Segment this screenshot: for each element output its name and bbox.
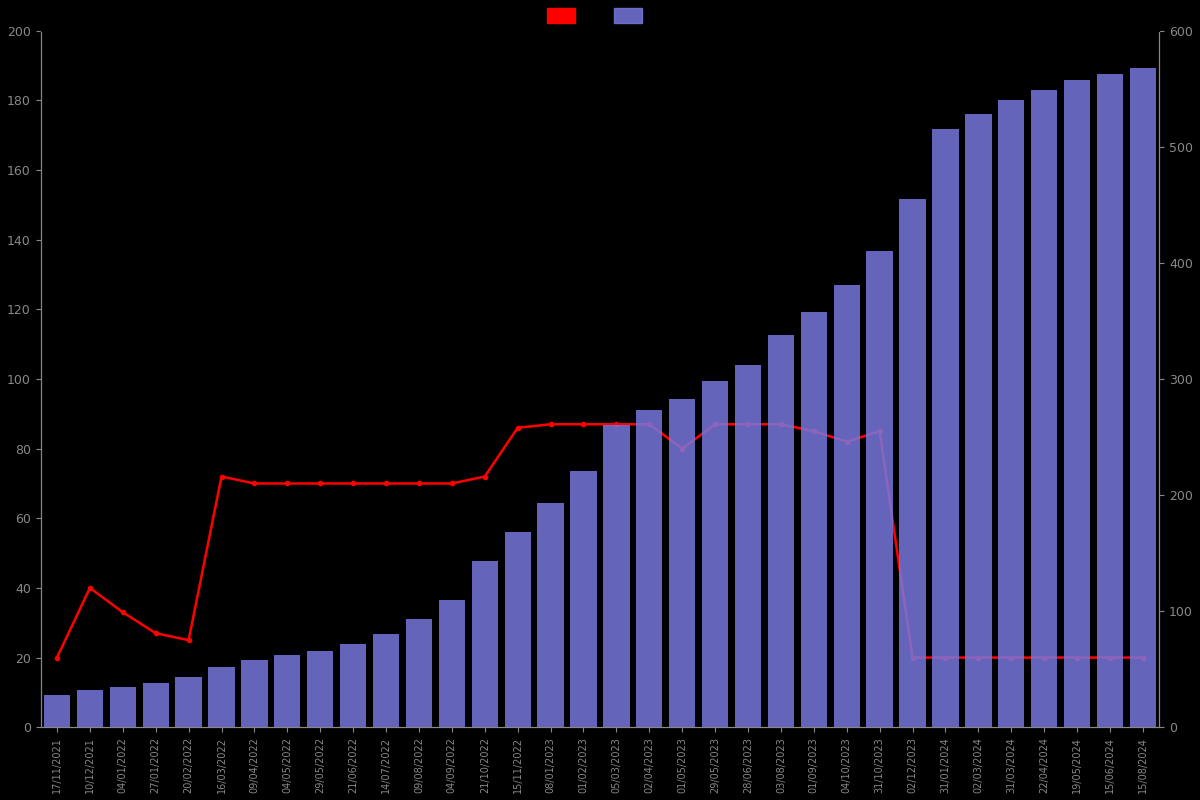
Bar [866, 251, 893, 727]
Bar [406, 619, 432, 727]
Bar [439, 599, 466, 727]
Bar [175, 678, 202, 727]
Bar [143, 683, 169, 727]
Bar [373, 634, 400, 727]
Bar [702, 382, 728, 727]
Bar [932, 130, 959, 727]
Bar [241, 660, 268, 727]
Bar [109, 686, 136, 727]
Bar [1031, 90, 1057, 727]
Bar [834, 285, 860, 727]
Bar [604, 426, 630, 727]
Bar [734, 365, 761, 727]
Bar [899, 199, 925, 727]
Bar [670, 398, 695, 727]
Bar [472, 562, 498, 727]
Bar [504, 532, 530, 727]
Bar [998, 101, 1025, 727]
Bar [570, 470, 596, 727]
Bar [209, 667, 235, 727]
Bar [538, 503, 564, 727]
Bar [965, 114, 991, 727]
Bar [77, 690, 103, 727]
Bar [307, 650, 334, 727]
Bar [274, 655, 300, 727]
Bar [340, 644, 366, 727]
Bar [1129, 68, 1156, 727]
Legend: , : , [541, 3, 659, 29]
Bar [1064, 79, 1091, 727]
Bar [768, 335, 794, 727]
Bar [1097, 74, 1123, 727]
Bar [44, 694, 70, 727]
Bar [636, 410, 662, 727]
Bar [800, 312, 827, 727]
